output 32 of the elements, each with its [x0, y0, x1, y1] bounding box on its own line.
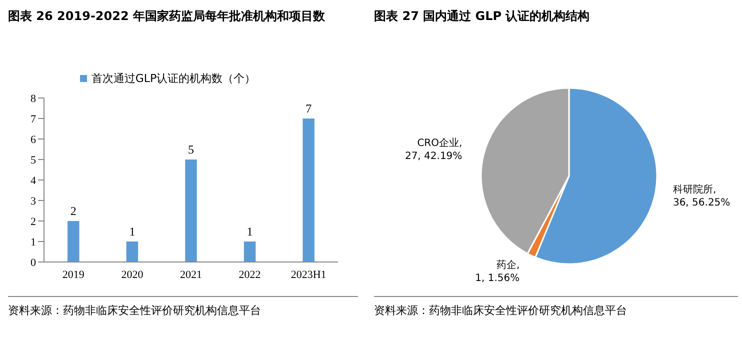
- bar: [68, 221, 80, 262]
- y-tick-label: 8: [30, 92, 36, 105]
- chart-title: 图表 27 国内通过 GLP 认证的机构结构: [374, 0, 742, 53]
- text: 资料来源：药物非临床安全性评价研究机构信息平台: [8, 303, 262, 318]
- bar: [302, 118, 314, 262]
- y-tick-label: 4: [30, 174, 36, 187]
- x-tick-label: 2021: [180, 268, 202, 281]
- slice-label: 药企, 1, 1.56%: [475, 258, 520, 284]
- y-tick-label: 3: [30, 195, 36, 208]
- y-tick-label: 0: [30, 256, 36, 269]
- data-label: 5: [188, 142, 194, 156]
- y-tick-label: 7: [30, 113, 36, 126]
- chart-title: 图表 26 2019-2022 年国家药监局每年批准机构和项目数: [8, 0, 366, 53]
- y-tick-label: 6: [30, 134, 36, 146]
- bar: [244, 242, 256, 262]
- data-label: 1: [246, 224, 253, 238]
- data-label: 2: [70, 204, 76, 218]
- slice-label: CRO企业, 27, 42.19%: [405, 137, 462, 162]
- data-label: 7: [306, 102, 312, 116]
- x-tick-label: 2022: [238, 268, 261, 281]
- x-tick-label: 2020: [121, 268, 144, 281]
- legend-label: 首次通过GLP认证的机构数（个）: [91, 72, 256, 85]
- bar: [126, 242, 138, 262]
- data-label: 1: [129, 224, 136, 238]
- slice-label: 科研院所, 36, 56.25%: [673, 184, 730, 209]
- text: 资料来源：药物非临床安全性评价研究机构信息平台: [374, 303, 628, 318]
- y-tick-label: 1: [30, 236, 36, 248]
- y-tick-label: 5: [30, 154, 36, 166]
- bar: [185, 160, 197, 262]
- x-tick-label: 2023H1: [290, 268, 326, 281]
- y-tick-label: 2: [30, 216, 36, 228]
- x-tick-label: 2019: [62, 268, 85, 281]
